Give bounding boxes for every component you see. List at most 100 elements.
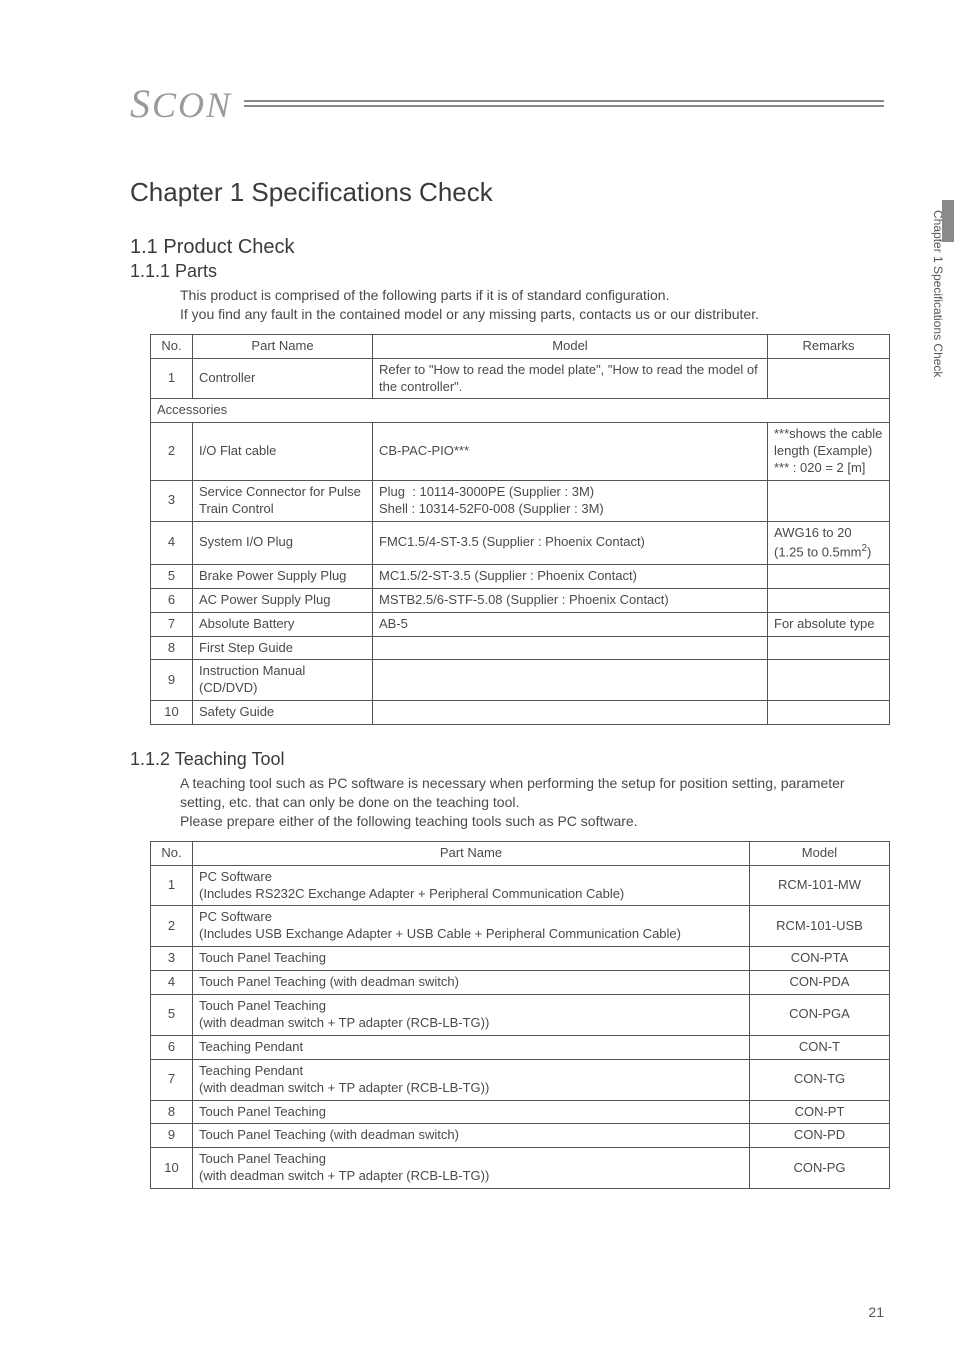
table-row: 6 AC Power Supply Plug MSTB2.5/6-STF-5.0…	[151, 588, 890, 612]
cell-remarks	[768, 481, 890, 522]
cell-no: 9	[151, 660, 193, 701]
logo-row: SCON	[130, 80, 884, 127]
table-row: 9 Instruction Manual (CD/DVD)	[151, 660, 890, 701]
cell-no: 4	[151, 971, 193, 995]
accessories-label: Accessories	[151, 399, 890, 423]
cell-model: RCM-101-USB	[750, 906, 890, 947]
section-title: 1.1 Product Check	[130, 236, 884, 259]
cell-no: 6	[151, 588, 193, 612]
table-header-row: No. Part Name Model Remarks	[151, 334, 890, 358]
table-row: 3Touch Panel TeachingCON-PTA	[151, 947, 890, 971]
table-row: 3 Service Connector for Pulse Train Cont…	[151, 481, 890, 522]
table-row: 5 Brake Power Supply Plug MC1.5/2-ST-3.5…	[151, 564, 890, 588]
cell-part: Touch Panel Teaching	[193, 947, 750, 971]
cell-model: CON-T	[750, 1035, 890, 1059]
cell-no: 3	[151, 947, 193, 971]
cell-model: CON-PT	[750, 1100, 890, 1124]
cell-no: 4	[151, 521, 193, 564]
cell-model: CON-PD	[750, 1124, 890, 1148]
table-row: 2PC Software(Includes USB Exchange Adapt…	[151, 906, 890, 947]
header-part: Part Name	[193, 841, 750, 865]
cell-model: CON-PTA	[750, 947, 890, 971]
cell-model: CON-PG	[750, 1148, 890, 1189]
table-row: 2 I/O Flat cable CB-PAC-PIO*** ***shows …	[151, 423, 890, 481]
parts-table: No. Part Name Model Remarks 1 Controller…	[150, 334, 890, 725]
table-row: 4Touch Panel Teaching (with deadman swit…	[151, 971, 890, 995]
page-content: SCON Chapter 1 Specifications Check 1.1 …	[0, 0, 954, 1253]
header-part: Part Name	[193, 334, 373, 358]
teaching-intro-2: Please prepare either of the following t…	[180, 812, 884, 831]
table-row: 4 System I/O Plug FMC1.5/4-ST-3.5 (Suppl…	[151, 521, 890, 564]
cell-model: Plug : 10114-3000PE (Supplier : 3M)Shell…	[373, 481, 768, 522]
cell-part: Controller	[193, 358, 373, 399]
accessories-row: Accessories	[151, 399, 890, 423]
cell-no: 1	[151, 358, 193, 399]
cell-part: Teaching Pendant(with deadman switch + T…	[193, 1059, 750, 1100]
cell-remarks	[768, 660, 890, 701]
header-no: No.	[151, 841, 193, 865]
cell-part: PC Software(Includes RS232C Exchange Ada…	[193, 865, 750, 906]
cell-no: 5	[151, 995, 193, 1036]
cell-part: Touch Panel Teaching	[193, 1100, 750, 1124]
header-model: Model	[750, 841, 890, 865]
cell-model: CON-TG	[750, 1059, 890, 1100]
header-remarks: Remarks	[768, 334, 890, 358]
cell-model	[373, 660, 768, 701]
table-row: 1PC Software(Includes RS232C Exchange Ad…	[151, 865, 890, 906]
parts-intro-2: If you find any fault in the contained m…	[180, 305, 884, 324]
parts-intro-1: This product is comprised of the followi…	[180, 286, 884, 305]
cell-no: 2	[151, 423, 193, 481]
cell-no: 8	[151, 636, 193, 660]
cell-no: 10	[151, 1148, 193, 1189]
cell-no: 7	[151, 1059, 193, 1100]
table-row: 5Touch Panel Teaching(with deadman switc…	[151, 995, 890, 1036]
cell-no: 1	[151, 865, 193, 906]
table-header-row: No. Part Name Model	[151, 841, 890, 865]
logo-rule	[244, 100, 884, 107]
header-no: No.	[151, 334, 193, 358]
table-row: 6Teaching PendantCON-T	[151, 1035, 890, 1059]
cell-no: 8	[151, 1100, 193, 1124]
cell-remarks	[768, 588, 890, 612]
cell-remarks: For absolute type	[768, 612, 890, 636]
chapter-title: Chapter 1 Specifications Check	[130, 177, 884, 208]
cell-model: AB-5	[373, 612, 768, 636]
table-row: 7 Absolute Battery AB-5 For absolute typ…	[151, 612, 890, 636]
cell-part: Service Connector for Pulse Train Contro…	[193, 481, 373, 522]
cell-model	[373, 701, 768, 725]
cell-no: 10	[151, 701, 193, 725]
logo: SCON	[130, 80, 232, 127]
cell-model	[373, 636, 768, 660]
table-row: 8Touch Panel TeachingCON-PT	[151, 1100, 890, 1124]
cell-no: 2	[151, 906, 193, 947]
page-number: 21	[868, 1304, 884, 1320]
cell-part: Absolute Battery	[193, 612, 373, 636]
cell-model: MSTB2.5/6-STF-5.08 (Supplier : Phoenix C…	[373, 588, 768, 612]
cell-no: 5	[151, 564, 193, 588]
cell-model: MC1.5/2-ST-3.5 (Supplier : Phoenix Conta…	[373, 564, 768, 588]
cell-model: CON-PGA	[750, 995, 890, 1036]
teaching-table: No. Part Name Model 1PC Software(Include…	[150, 841, 890, 1189]
cell-part: Touch Panel Teaching(with deadman switch…	[193, 995, 750, 1036]
cell-remarks	[768, 636, 890, 660]
table-row: 1 Controller Refer to "How to read the m…	[151, 358, 890, 399]
table-row: 9Touch Panel Teaching (with deadman swit…	[151, 1124, 890, 1148]
cell-remarks	[768, 564, 890, 588]
cell-no: 3	[151, 481, 193, 522]
subsection-1-title: 1.1.1 Parts	[130, 261, 884, 282]
table-row: 10 Safety Guide	[151, 701, 890, 725]
cell-model: FMC1.5/4-ST-3.5 (Supplier : Phoenix Cont…	[373, 521, 768, 564]
cell-part: PC Software(Includes USB Exchange Adapte…	[193, 906, 750, 947]
cell-model: CB-PAC-PIO***	[373, 423, 768, 481]
cell-part: Touch Panel Teaching (with deadman switc…	[193, 1124, 750, 1148]
teaching-intro-1: A teaching tool such as PC software is n…	[180, 774, 884, 812]
subsection-2-title: 1.1.2 Teaching Tool	[130, 749, 884, 770]
cell-remarks	[768, 358, 890, 399]
table-row: 8 First Step Guide	[151, 636, 890, 660]
cell-no: 9	[151, 1124, 193, 1148]
cell-part: System I/O Plug	[193, 521, 373, 564]
cell-no: 6	[151, 1035, 193, 1059]
cell-remarks: ***shows the cable length (Example) *** …	[768, 423, 890, 481]
cell-part: AC Power Supply Plug	[193, 588, 373, 612]
cell-remarks: AWG16 to 20 (1.25 to 0.5mm2)	[768, 521, 890, 564]
